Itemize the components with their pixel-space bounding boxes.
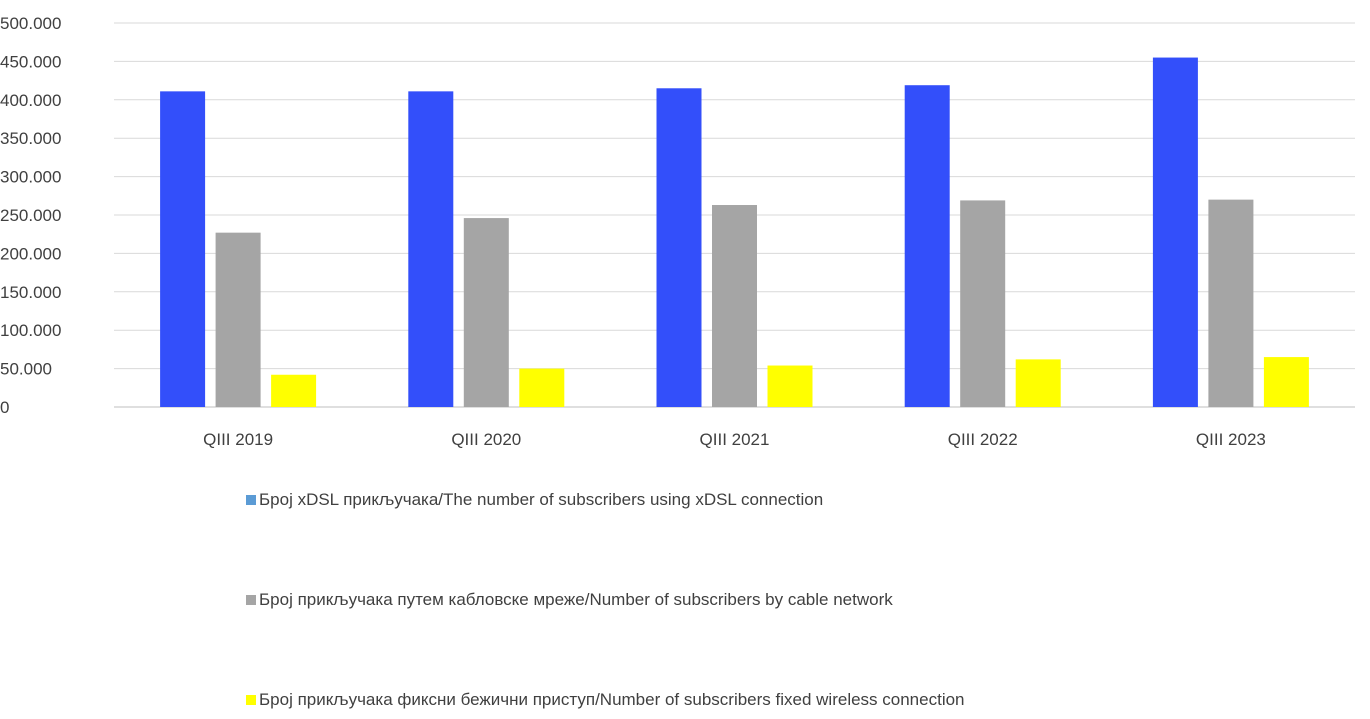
bar-xdsl (160, 91, 206, 408)
y-tick-label: 500.000 (0, 14, 61, 33)
y-tick-label: 100.000 (0, 321, 61, 340)
bar-wireless (767, 365, 813, 407)
legend-item-xdsl: Број xDSL прикључака/The number of subsc… (246, 490, 823, 510)
y-tick-label: 0 (0, 398, 9, 417)
bar-xdsl (656, 88, 702, 407)
y-axis-tick-labels: 0 50.000 100.000 150.000 200.000 250.000 300.0… (0, 14, 61, 417)
legend-swatch-wireless (246, 695, 256, 705)
bar-xdsl (904, 85, 950, 407)
x-tick-label: QIII 2022 (948, 430, 1018, 449)
bar-cable (215, 232, 261, 407)
bar-cable (712, 205, 757, 407)
y-tick-label: 300.000 (0, 168, 61, 187)
y-tick-label: 450.000 (0, 52, 61, 71)
x-tick-label: QIII 2023 (1196, 430, 1266, 449)
legend-item-wireless: Број прикључака фиксни бежични приступ/N… (246, 690, 965, 710)
x-tick-label: QIII 2021 (700, 430, 770, 449)
bar-chart: 0 50.000 100.000 150.000 200.000 250.000 300.0… (0, 14, 1355, 449)
bar-cable (463, 218, 509, 407)
x-tick-label: QIII 2020 (451, 430, 521, 449)
legend-item-cable: Број прикључака путем кабловске мреже/Nu… (246, 590, 893, 610)
y-tick-label: 150.000 (0, 283, 61, 302)
bar-cable (960, 200, 1006, 407)
legend-label-wireless: Број прикључака фиксни бежични приступ/N… (259, 690, 965, 709)
legend-label-xdsl: Број xDSL прикључака/The number of subsc… (259, 490, 824, 509)
x-axis-tick-labels: QIII 2019 QIII 2020 QIII 2021 QIII 2022 QIII… (203, 430, 1266, 449)
bar-cable (1208, 199, 1254, 407)
bar-wireless (1263, 357, 1309, 407)
y-tick-label: 350.000 (0, 129, 61, 148)
y-tick-label: 200.000 (0, 244, 61, 263)
bar-wireless (271, 374, 317, 407)
bar-wireless (1015, 359, 1061, 407)
y-tick-label: 50.000 (0, 360, 52, 379)
bar-xdsl (408, 91, 454, 408)
legend-label-cable: Број прикључака путем кабловске мреже/Nu… (259, 590, 893, 609)
bar-wireless (519, 368, 565, 407)
y-tick-label: 400.000 (0, 91, 61, 110)
x-tick-label: QIII 2019 (203, 430, 273, 449)
y-tick-label: 250.000 (0, 206, 61, 225)
legend-swatch-cable (246, 595, 256, 605)
legend-swatch-xdsl (246, 495, 256, 505)
bar-xdsl (1152, 57, 1198, 408)
bars (160, 57, 1309, 408)
